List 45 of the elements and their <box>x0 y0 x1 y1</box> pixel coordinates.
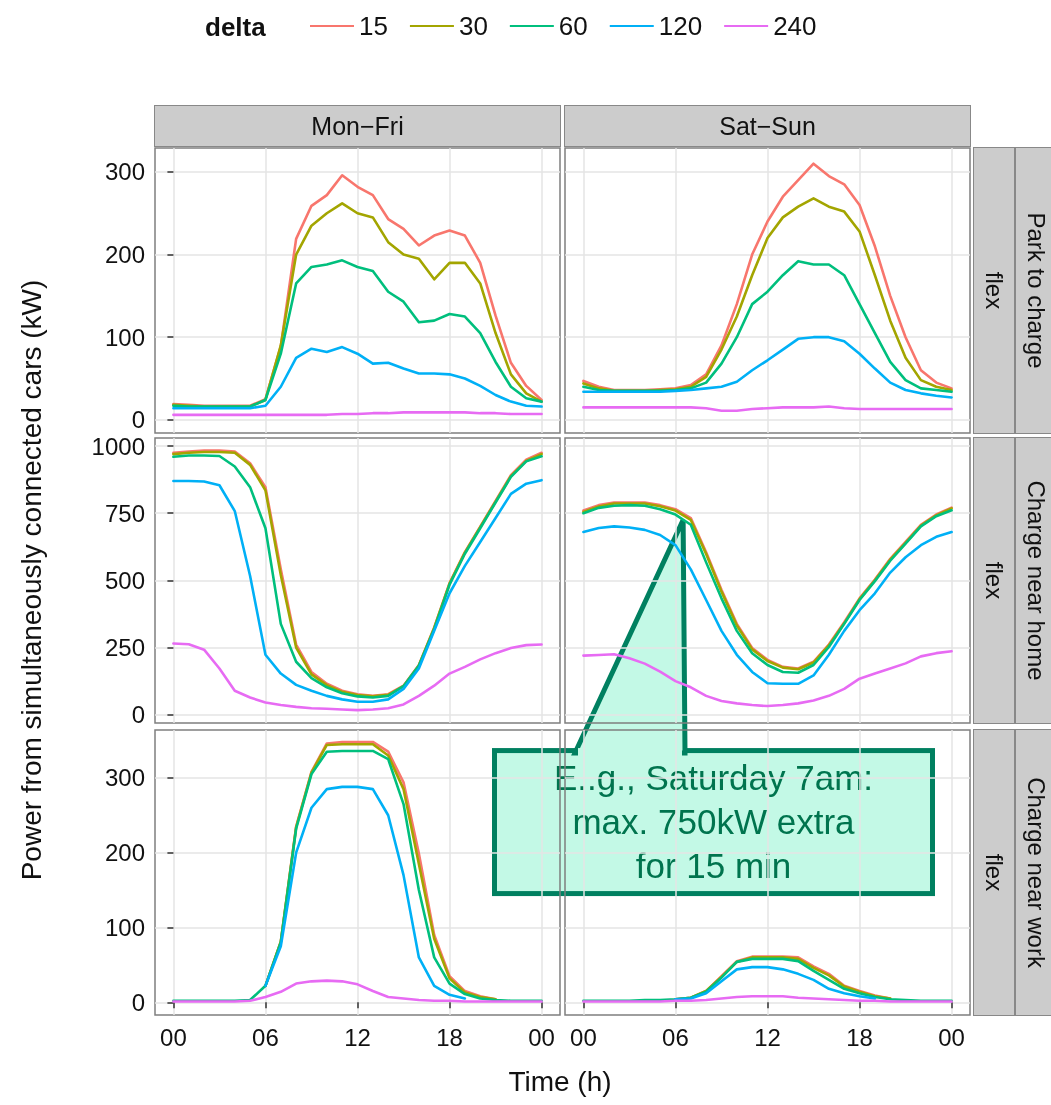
x-axis-title: Time (h) <box>508 1066 612 1098</box>
x-tick-label: 12 <box>344 1023 371 1051</box>
text: Charge near home <box>1022 480 1050 681</box>
legend-label: 240 <box>773 11 817 41</box>
y-tick-label: 250 <box>104 634 145 662</box>
x-tick-label: 12 <box>754 1023 781 1051</box>
x-tick-label: 00 <box>528 1023 555 1051</box>
x-tick-label: 06 <box>252 1023 279 1051</box>
legend-title: delta <box>205 12 267 42</box>
y-tick-label: 0 <box>131 406 145 434</box>
legend-label: 60 <box>558 11 588 41</box>
y-tick-label: 200 <box>104 839 145 867</box>
text: flex <box>980 561 1008 600</box>
y-tick-label: 0 <box>131 701 145 729</box>
text: Park to charge <box>1022 212 1050 369</box>
x-tick-label: 00 <box>160 1023 187 1051</box>
x-tick-label: 18 <box>846 1023 873 1051</box>
x-tick-label: 06 <box>662 1023 689 1051</box>
y-tick-label: 200 <box>104 241 145 269</box>
text: flex <box>980 271 1008 310</box>
y-tick-label: 0 <box>131 988 145 1016</box>
legend-label: 15 <box>359 11 388 41</box>
y-tick-label: 100 <box>104 323 145 351</box>
x-tick-label: 18 <box>436 1023 463 1051</box>
chart-title: Mon−Fri <box>311 112 404 140</box>
y-tick-label: 500 <box>104 566 145 594</box>
text: Charge near work <box>1022 777 1050 969</box>
legend-label: 30 <box>458 11 488 41</box>
text: flex <box>980 853 1008 892</box>
y-tick-label: 300 <box>104 764 145 792</box>
y-tick-label: 750 <box>104 499 145 527</box>
line-series <box>172 345 543 410</box>
y-tick-label: 1000 <box>91 432 145 460</box>
annotation: E..g., Saturday 7am: max. 750kW extra for 15 min <box>492 747 935 896</box>
x-tick-label: 00 <box>570 1023 597 1051</box>
y-tick-label: 300 <box>104 158 145 186</box>
y-axis-title: Power from simultaneously connected cars (kW) <box>16 279 48 881</box>
chart-title: Sat−Sun <box>719 112 816 140</box>
y-tick-label: 100 <box>104 913 145 941</box>
x-tick-label: 00 <box>938 1023 965 1051</box>
legend-label: 120 <box>658 11 703 41</box>
line-series <box>172 979 543 1003</box>
line-series <box>172 259 543 408</box>
line-series <box>264 785 467 1000</box>
line-series <box>172 642 543 712</box>
